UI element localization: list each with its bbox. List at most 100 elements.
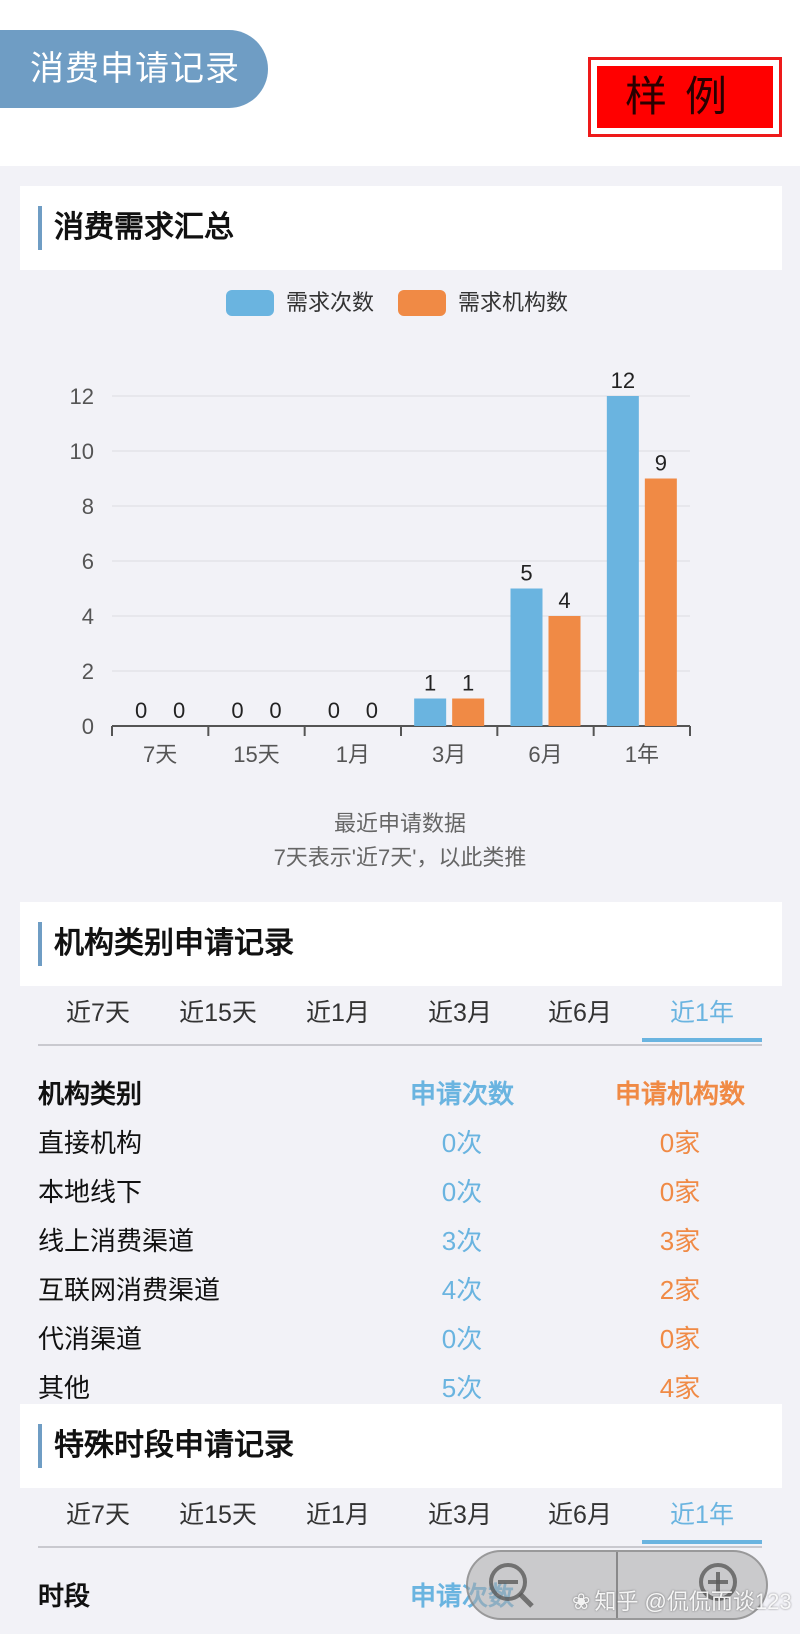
row-count: 0次 <box>441 1177 483 1207</box>
column-header-count: 申请次数 <box>409 1079 514 1109</box>
legend-swatch-orgs <box>398 290 446 316</box>
watermark-text: 知乎 @侃侃而谈123 <box>594 1589 792 1614</box>
data-label: 0 <box>173 698 185 723</box>
table-row: 代消渠道 0次 0家 <box>38 1315 762 1364</box>
data-label: 1 <box>462 671 474 696</box>
y-tick-label: 8 <box>82 494 94 519</box>
tab-7-days[interactable]: 近7天 <box>66 999 130 1027</box>
watermark: ❀ 知乎 @侃侃而谈123 <box>572 1584 792 1616</box>
bar-orgs <box>548 616 581 726</box>
sample-stamp-label: 样例 <box>597 66 773 128</box>
section-accent-bar <box>38 206 42 250</box>
table-row: 互联网消费渠道 4次 2家 <box>38 1266 762 1315</box>
period-section-header: 特殊时段申请记录 <box>20 1404 782 1488</box>
tab-15-days[interactable]: 近15天 <box>179 1501 257 1529</box>
table-row: 其他 5次 4家 <box>38 1364 762 1413</box>
row-category: 本地线下 <box>38 1177 143 1207</box>
demand-bar-chart: 0 2 4 6 8 10 12 7天 0 0 15天 0 0 1月 0 0 3月 1 1 6月 5 4 1年 12 9 <box>70 368 691 767</box>
table-row: 线上消费渠道 3次 3家 <box>38 1217 762 1266</box>
x-tick-label: 15天 <box>233 742 279 767</box>
paw-icon: ❀ <box>572 1589 591 1614</box>
data-label: 5 <box>520 561 532 586</box>
section-accent-bar <box>38 922 42 966</box>
y-tick-label: 6 <box>82 549 94 574</box>
table-header-row: 机构类别 申请次数 申请机构数 <box>38 1070 762 1119</box>
row-count: 0次 <box>441 1128 483 1158</box>
x-tick-label: 1年 <box>625 742 659 767</box>
tab-7-days[interactable]: 近7天 <box>66 1501 130 1529</box>
row-category: 线上消费渠道 <box>38 1226 195 1256</box>
tab-6-months[interactable]: 近6月 <box>548 1501 612 1529</box>
zoom-in-icon <box>699 1563 737 1601</box>
tab-1-month[interactable]: 近1月 <box>306 999 370 1027</box>
data-label: 0 <box>231 698 243 723</box>
data-label: 4 <box>558 588 570 613</box>
y-tick-label: 2 <box>82 659 94 684</box>
row-orgs: 0家 <box>659 1128 701 1158</box>
bar-orgs <box>644 478 677 726</box>
x-tick-label: 6月 <box>528 742 562 767</box>
row-category: 互联网消费渠道 <box>38 1275 221 1305</box>
tab-15-days[interactable]: 近15天 <box>179 999 257 1027</box>
table-row: 直接机构 0次 0家 <box>38 1119 762 1168</box>
period-section-title: 特殊时段申请记录 <box>54 1429 294 1462</box>
summary-section-title: 消费需求汇总 <box>54 211 234 244</box>
chart-caption-line2: 7天表示'近7天'，以此类推 <box>273 845 527 870</box>
row-count: 0次 <box>441 1324 483 1354</box>
row-orgs: 4家 <box>659 1373 701 1403</box>
data-label: 0 <box>269 698 281 723</box>
legend-swatch-count <box>226 290 274 316</box>
chart-caption-line1: 最近申请数据 <box>333 811 466 836</box>
x-tick-label: 7天 <box>143 742 177 767</box>
x-tick-label: 3月 <box>432 742 466 767</box>
section-accent-bar <box>38 1424 42 1468</box>
column-header-category: 机构类别 <box>38 1079 143 1109</box>
row-category: 其他 <box>38 1373 91 1403</box>
period-tabs: 近7天 近15天 近1月 近3月 近6月 近1年 <box>38 1486 762 1548</box>
y-tick-label: 0 <box>82 714 94 739</box>
row-category: 代消渠道 <box>38 1324 143 1354</box>
category-period-tabs: 近7天 近15天 近1月 近3月 近6月 近1年 <box>38 984 762 1046</box>
page-title: 消费申请记录 <box>0 30 268 108</box>
tab-1-month[interactable]: 近1月 <box>306 1501 370 1529</box>
row-count: 4次 <box>441 1275 483 1305</box>
category-section-header: 机构类别申请记录 <box>20 902 782 986</box>
table-row: 本地线下 0次 0家 <box>38 1168 762 1217</box>
zoom-in-button[interactable] <box>618 1552 768 1618</box>
column-header-period: 时段 <box>38 1581 91 1611</box>
zoom-divider <box>616 1552 618 1618</box>
bar-count <box>414 698 447 726</box>
column-header-orgs: 申请机构数 <box>614 1079 745 1109</box>
data-label: 1 <box>424 671 436 696</box>
zoom-controls <box>466 1550 768 1620</box>
legend-label-orgs: 需求机构数 <box>458 290 569 315</box>
y-tick-label: 10 <box>70 439 94 464</box>
row-orgs: 3家 <box>659 1226 701 1256</box>
y-tick-label: 4 <box>82 604 94 629</box>
row-orgs: 0家 <box>659 1324 701 1354</box>
bar-count <box>510 588 543 726</box>
category-section-title: 机构类别申请记录 <box>54 927 294 960</box>
zoom-out-button[interactable] <box>468 1552 618 1618</box>
tab-3-months[interactable]: 近3月 <box>428 999 492 1027</box>
bar-orgs <box>452 698 485 726</box>
row-orgs: 2家 <box>659 1275 701 1305</box>
bar-count <box>606 396 639 726</box>
x-tick-label: 1月 <box>336 742 370 767</box>
row-orgs: 0家 <box>659 1177 701 1207</box>
data-label: 0 <box>366 698 378 723</box>
data-label: 0 <box>328 698 340 723</box>
summary-section-header: 消费需求汇总 <box>20 186 782 270</box>
tab-6-months[interactable]: 近6月 <box>548 999 612 1027</box>
top-status-strip <box>0 0 800 31</box>
tab-1-year[interactable]: 近1年 <box>642 984 762 1042</box>
data-label: 12 <box>611 368 635 393</box>
tab-3-months[interactable]: 近3月 <box>428 1501 492 1529</box>
row-count: 3次 <box>441 1226 483 1256</box>
sample-stamp: 样例 <box>588 57 782 137</box>
tab-1-year[interactable]: 近1年 <box>642 1486 762 1544</box>
row-count: 5次 <box>441 1373 483 1403</box>
row-category: 直接机构 <box>38 1128 143 1158</box>
y-tick-label: 12 <box>70 384 94 409</box>
legend-label-count: 需求次数 <box>286 290 375 315</box>
